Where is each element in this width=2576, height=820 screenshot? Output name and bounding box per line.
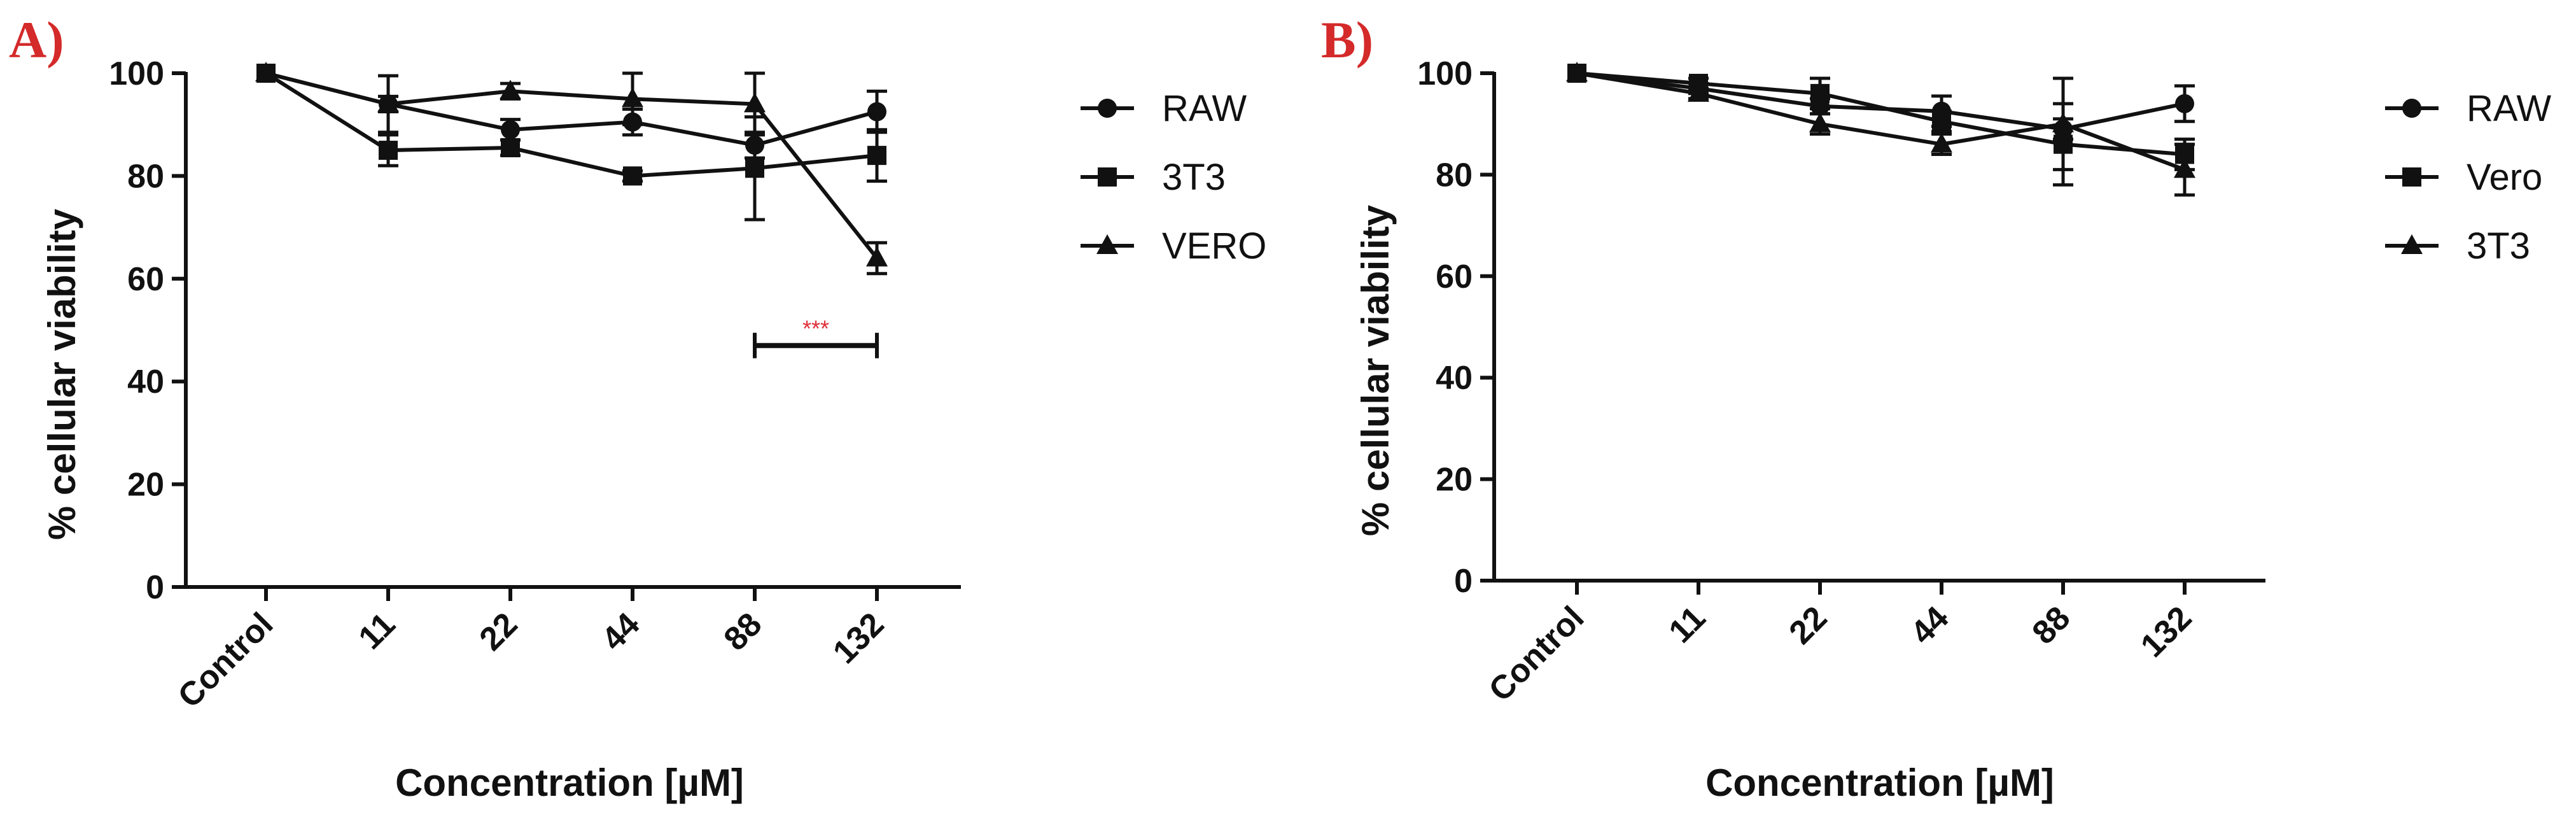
panel-b-series-3t3-point xyxy=(1566,62,1588,81)
panel-a-x-axis-title: Concentration [µM] xyxy=(395,761,744,804)
panel-b-y-tick-label: 60 xyxy=(1436,258,1473,295)
panel-b-y-tick-label: 100 xyxy=(1417,55,1473,92)
panel-a-label: A) xyxy=(9,11,64,69)
panel-b-series-3t3-point xyxy=(1931,132,1952,153)
panel-b-y-tick-label: 40 xyxy=(1436,360,1473,397)
panel-a-legend-raw-label: RAW xyxy=(1162,88,1247,129)
panel-b-x-tick-label: 44 xyxy=(1904,599,1956,651)
panel-b-legend-raw-label: RAW xyxy=(2467,88,2551,129)
panel-b-x-tick-label: 88 xyxy=(2026,599,2078,651)
panel-a-series-vero-point xyxy=(255,62,277,81)
panel-b-x-axis-title: Concentration [µM] xyxy=(1705,761,2054,804)
panel-b: B) 0 20 40 60 80 100 Control 11 22 44 88 132 RAW Vero… xyxy=(1321,11,2551,804)
panel-a-x-tick-label: Control xyxy=(171,605,281,715)
panel-a-legend-vero-marker xyxy=(1096,234,1118,254)
panel-a-legend-3t3-label: 3T3 xyxy=(1162,157,1226,198)
panel-a-series-vero-line xyxy=(265,71,879,260)
panel-b-x-tick-label: 22 xyxy=(1782,599,1835,651)
panel-a: A) 0 20 40 60 80 100 Control 11 22 44 88 132 *** RAW 3… xyxy=(9,11,1266,804)
panel-b-legend-3t3-label: 3T3 xyxy=(2467,225,2530,267)
panel-a-y-tick-label: 20 xyxy=(127,467,164,504)
panel-a-y-tick-label: 60 xyxy=(127,261,164,298)
panel-a-series-vero-point xyxy=(500,80,521,100)
panel-b-series-3t3-point xyxy=(2174,158,2195,178)
panel-b-x-tick-label: Control xyxy=(1482,599,1592,709)
panel-a-series-vero-point xyxy=(622,87,643,108)
panel-b-series-3t3-point xyxy=(2052,112,2074,132)
panel-a-y-tick-label: 100 xyxy=(109,55,164,92)
panel-b-x-tick-label: 132 xyxy=(2134,599,2199,664)
panel-b-series-vero-line xyxy=(1576,71,2185,157)
panel-a-series-3t3-point xyxy=(623,166,642,186)
panel-b-y-axis-title: % cellular viability xyxy=(1354,204,1397,536)
panel-b-legend-vero-marker xyxy=(2402,167,2421,187)
panel-a-y-tick-label: 0 xyxy=(146,569,164,606)
panel-a-x-tick-label: 132 xyxy=(826,605,891,670)
panel-b-series-vero-point xyxy=(1810,83,1830,103)
panel-a-series-3t3-point xyxy=(379,141,398,160)
panel-b-series-3t3-line xyxy=(1576,71,2186,172)
panel-a-series-raw-line xyxy=(265,71,878,148)
panel-a-legend-vero-label: VERO xyxy=(1162,225,1266,267)
panel-b-legend-raw-marker xyxy=(2402,99,2421,118)
panel-b-legend-vero-label: Vero xyxy=(2467,157,2542,198)
panel-a-series-raw-point xyxy=(501,120,520,139)
panel-a-series-vero-point xyxy=(377,92,399,113)
panel-a-legend-raw-marker xyxy=(1098,99,1117,118)
panel-a-series-raw-point xyxy=(867,102,886,122)
panel-a-x-tick-label: 22 xyxy=(473,605,525,658)
panel-a-plot: 0 20 40 60 80 100 Control 11 22 44 88 132 *** RAW 3T3 V… xyxy=(109,55,1266,715)
panel-b-series-3t3-point xyxy=(1688,81,1709,102)
panel-a-x-tick-label: 11 xyxy=(352,605,403,656)
panel-b-series-3t3-point xyxy=(1809,112,1831,132)
panel-a-series-vero-point xyxy=(744,92,766,113)
panel-a-significance-label: *** xyxy=(802,316,829,342)
panel-b-x-tick-label: 11 xyxy=(1662,599,1713,650)
panel-b-label: B) xyxy=(1321,11,1373,69)
panel-b-series-raw-point xyxy=(2175,94,2194,113)
panel-a-x-tick-label: 44 xyxy=(595,605,647,658)
panel-a-series-3t3-point xyxy=(745,159,764,178)
panel-b-y-tick-label: 80 xyxy=(1436,157,1473,194)
panel-b-plot: 0 20 40 60 80 100 Control 11 22 44 88 132 RAW Vero 3T3 xyxy=(1417,55,2551,709)
panel-a-x-tick-label: 88 xyxy=(717,605,769,658)
panel-b-series-vero-point xyxy=(1932,111,1951,131)
panel-b-legend-3t3-marker xyxy=(2401,234,2423,254)
panel-a-series-vero-point xyxy=(866,246,888,267)
panel-a-series-3t3-line xyxy=(265,71,878,178)
panel-a-legend-3t3-marker xyxy=(1098,167,1117,187)
panel-a-series-3t3-point xyxy=(867,146,886,166)
panel-a-series-3t3-point xyxy=(501,138,520,158)
panel-a-y-tick-label: 40 xyxy=(127,364,164,400)
panel-a-y-tick-label: 80 xyxy=(127,158,164,195)
panel-b-y-tick-label: 0 xyxy=(1454,563,1473,600)
panel-a-y-axis-title: % cellular viability xyxy=(41,208,83,540)
panel-b-y-tick-label: 20 xyxy=(1436,462,1473,498)
